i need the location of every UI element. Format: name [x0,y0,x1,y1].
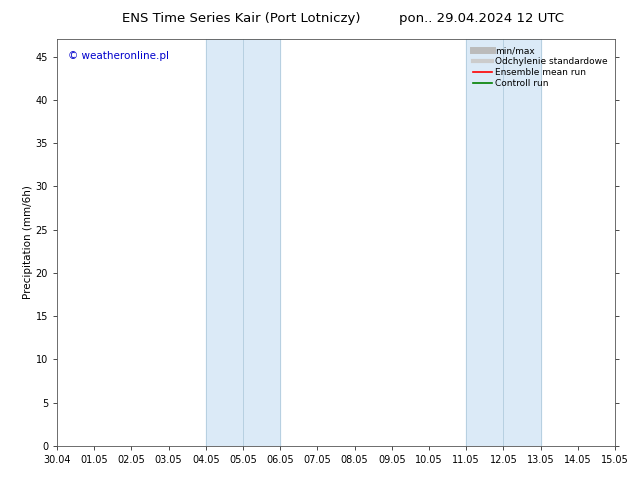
Y-axis label: Precipitation (mm/6h): Precipitation (mm/6h) [23,186,33,299]
Legend: min/max, Odchylenie standardowe, Ensemble mean run, Controll run: min/max, Odchylenie standardowe, Ensembl… [471,44,611,91]
Bar [206,39,280,446]
Text: © weatheronline.pl: © weatheronline.pl [68,51,169,61]
Text: ENS Time Series Kair (Port Lotniczy): ENS Time Series Kair (Port Lotniczy) [122,12,360,25]
Text: pon.. 29.04.2024 12 UTC: pon.. 29.04.2024 12 UTC [399,12,564,25]
Bar [466,39,541,446]
